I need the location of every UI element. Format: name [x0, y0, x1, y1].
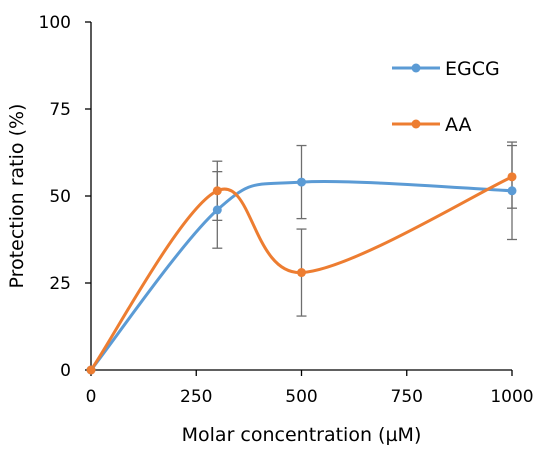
data-point-aa — [507, 172, 517, 182]
y-tick-label: 50 — [49, 187, 71, 207]
x-tick-label: 0 — [86, 387, 97, 407]
x-tick-label: 750 — [391, 387, 423, 407]
legend-label-egcg: EGCG — [445, 58, 500, 80]
data-points — [86, 172, 517, 375]
y-tick-label: 100 — [39, 13, 71, 33]
data-point-aa — [212, 186, 222, 196]
legend-marker-egcg — [411, 63, 421, 73]
data-point-egcg — [297, 177, 306, 187]
x-tick-label: 500 — [285, 387, 317, 407]
x-tick-label: 250 — [180, 387, 212, 407]
y-tick-label: 25 — [49, 274, 71, 294]
series-line-egcg — [89, 179, 513, 371]
legend: EGCG AA — [392, 58, 500, 136]
legend-label-aa: AA — [445, 114, 472, 136]
y-axis-title: Protection ratio (%) — [6, 104, 28, 289]
y-tick-label: 0 — [60, 361, 71, 381]
x-axis-title: Molar concentration (µM) — [182, 424, 422, 446]
data-point-aa — [297, 268, 306, 278]
data-point-aa — [86, 365, 96, 375]
series-line-aa — [89, 175, 513, 371]
legend-marker-aa — [411, 119, 421, 129]
series-lines — [89, 175, 513, 371]
data-point-egcg — [212, 205, 222, 215]
x-tick-label: 1000 — [490, 387, 533, 407]
error-bars — [212, 141, 517, 317]
y-tick-label: 75 — [49, 100, 71, 120]
data-point-egcg — [507, 186, 517, 196]
